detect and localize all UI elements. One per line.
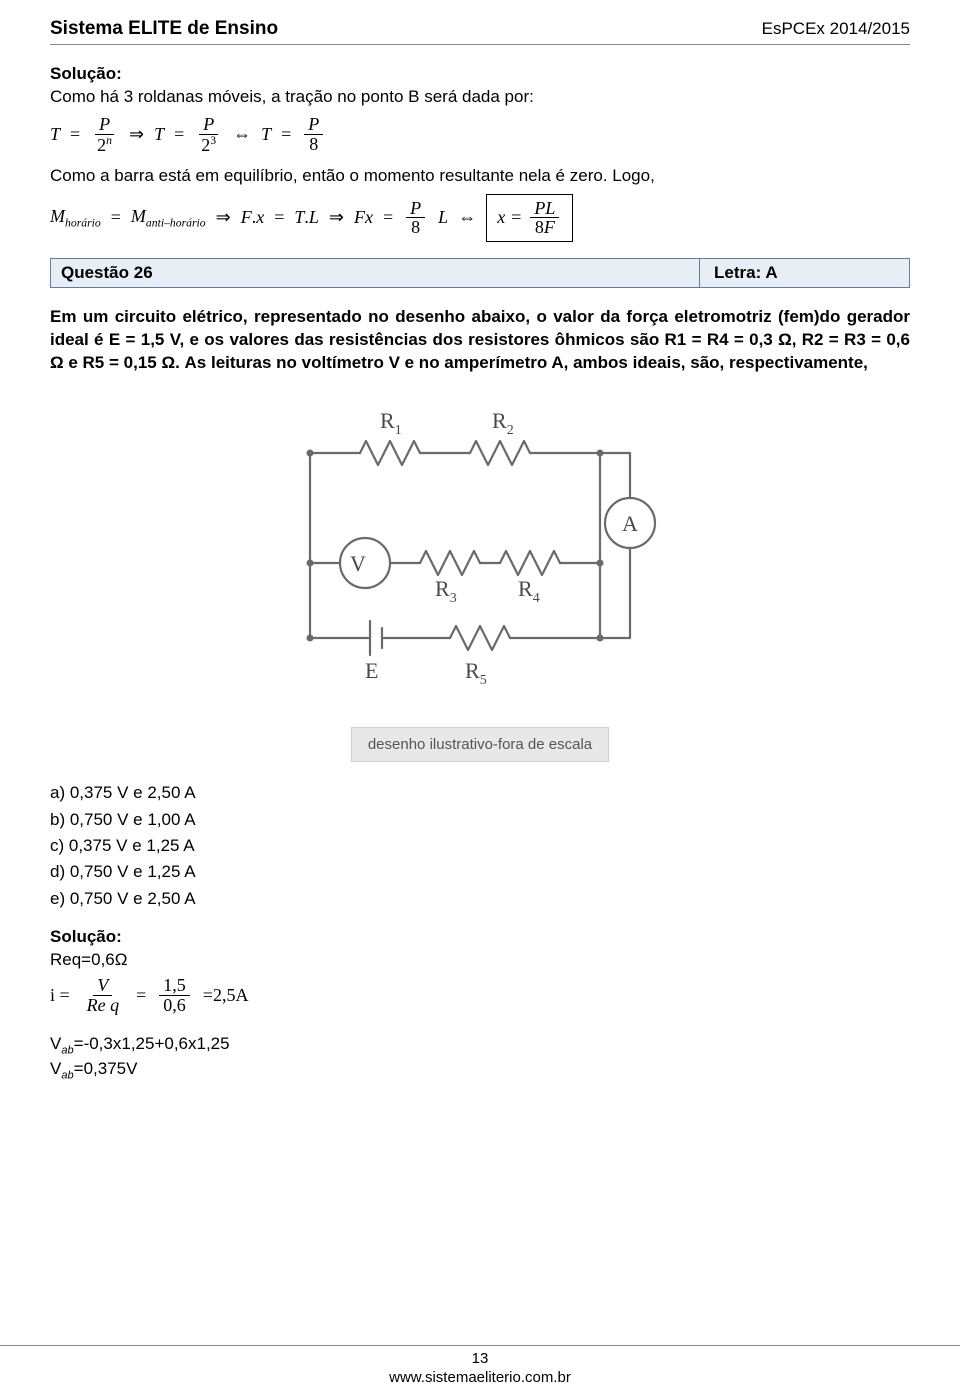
frac-pl-8f: PL 8F (530, 199, 559, 238)
tl: T.L (294, 207, 319, 228)
frac-num-box: PL (530, 199, 559, 219)
question-body: Em um circuito elétrico, representado no… (50, 306, 910, 375)
question-number: Questão 26 (51, 259, 699, 287)
label-r3: R3 (435, 576, 457, 606)
frac-den-box: 8F (531, 218, 559, 237)
label-r1: R1 (380, 408, 402, 438)
i-rhs: =2,5A (203, 985, 249, 1006)
solution-block-1: Solução: Como há 3 roldanas móveis, a tr… (50, 63, 910, 242)
question-bar: Questão 26 Letra: A (50, 258, 910, 288)
header-title: Sistema ELITE de Ensino (50, 18, 278, 40)
solution-line-1: Como há 3 roldanas móveis, a tração no p… (50, 86, 910, 109)
equation-moment: Mhorário = Manti–horário ⇒ F.x = T.L ⇒ F… (50, 194, 910, 243)
frac-15-06: 1,5 0,6 (159, 976, 190, 1015)
eq-m3: = (383, 207, 393, 228)
circuit-svg: R1 R2 V A R3 R4 E R5 (270, 393, 690, 713)
solution-block-2: Solução: Req=0,6Ω i = V Re q = 1,5 0,6 =… (50, 926, 910, 1083)
vab-line-2: Vab=0,375V (50, 1058, 910, 1083)
frac-v-req: V Re q (83, 976, 123, 1015)
frac-15: 1,5 (159, 976, 190, 996)
frac-req: Re q (83, 996, 123, 1015)
eq-t1: T (50, 124, 60, 145)
label-v: V (350, 551, 366, 576)
boxed-result: x = PL 8F (486, 194, 573, 243)
eq-t3: T (261, 124, 271, 145)
i-eq: = (136, 985, 146, 1006)
solution-line-2: Como a barra está em equilíbrio, então o… (50, 165, 910, 188)
solution-title: Solução: (50, 63, 910, 86)
equation-current: i = V Re q = 1,5 0,6 =2,5A (50, 976, 910, 1015)
label-r5: R5 (465, 658, 487, 688)
label-a: A (622, 511, 638, 536)
label-e: E (365, 658, 378, 683)
frac-den: 2n (93, 135, 116, 155)
arrow-1: ⇒ (129, 124, 144, 145)
m-hor: Mhorário (50, 206, 101, 230)
solution-title-2: Solução: (50, 926, 910, 949)
eq-eq3: = (281, 124, 291, 145)
fx: F.x (241, 207, 265, 228)
eq-eq1: = (70, 124, 80, 145)
frac-den-2: 23 (197, 135, 220, 155)
arrow-m2: ⇒ (329, 207, 344, 228)
frac-num-2: P (199, 115, 218, 135)
label-r2: R2 (492, 408, 514, 438)
vab-line-1: Vab=-0,3x1,25+0,6x1,25 (50, 1033, 910, 1058)
m-anti: Manti–horário (131, 206, 206, 230)
eq-m2: = (274, 207, 284, 228)
page-number: 13 (0, 1350, 960, 1367)
page-footer: 13 www.sistemaeliterio.com.br (0, 1345, 960, 1386)
arrow-m1: ⇒ (216, 207, 231, 228)
frac-den-3: 8 (305, 135, 322, 154)
option-b: b) 0,750 V e 1,00 A (50, 807, 910, 833)
option-c: c) 0,375 V e 1,25 A (50, 833, 910, 859)
option-e: e) 0,750 V e 2,50 A (50, 886, 910, 912)
footer-url: www.sistemaeliterio.com.br (0, 1369, 960, 1386)
option-a: a) 0,375 V e 2,50 A (50, 780, 910, 806)
answer-options: a) 0,375 V e 2,50 A b) 0,750 V e 1,00 A … (50, 780, 910, 912)
fx2: Fx (354, 207, 373, 228)
frac-p-2n: P 2n (93, 115, 116, 155)
page-header: Sistema ELITE de Ensino EsPCEx 2014/2015 (50, 18, 910, 45)
boxed-x: x (497, 207, 505, 228)
frac-p-8: P 8 (304, 115, 323, 154)
equation-traction: T = P 2n ⇒ T = P 23 ⇔ T = P 8 (50, 115, 910, 155)
label-r4: R4 (518, 576, 540, 606)
eq-m1: = (111, 207, 121, 228)
frac-num-3: P (304, 115, 323, 135)
frac-06: 0,6 (159, 996, 190, 1015)
l: L (438, 207, 448, 228)
question-answer: Letra: A (699, 259, 909, 287)
eq-eq2: = (174, 124, 184, 145)
figure-caption: desenho ilustrativo-fora de escala (351, 727, 609, 762)
i-lhs: i = (50, 985, 70, 1006)
frac-p-23: P 23 (197, 115, 220, 155)
circuit-figure: R1 R2 V A R3 R4 E R5 desenho ilustrativo… (50, 393, 910, 762)
iff-m: ⇔ (458, 207, 476, 228)
header-exam: EsPCEx 2014/2015 (762, 19, 910, 39)
frac-num-m: P (406, 199, 425, 219)
boxed-eq: = (511, 207, 521, 228)
frac-p8-l: P 8 (406, 199, 425, 238)
req-line: Req=0,6Ω (50, 949, 910, 972)
iff-1: ⇔ (233, 124, 251, 145)
option-d: d) 0,750 V e 1,25 A (50, 859, 910, 885)
frac-den-m: 8 (407, 218, 424, 237)
frac-v: V (93, 976, 112, 996)
frac-num: P (95, 115, 114, 135)
eq-t2: T (154, 124, 164, 145)
